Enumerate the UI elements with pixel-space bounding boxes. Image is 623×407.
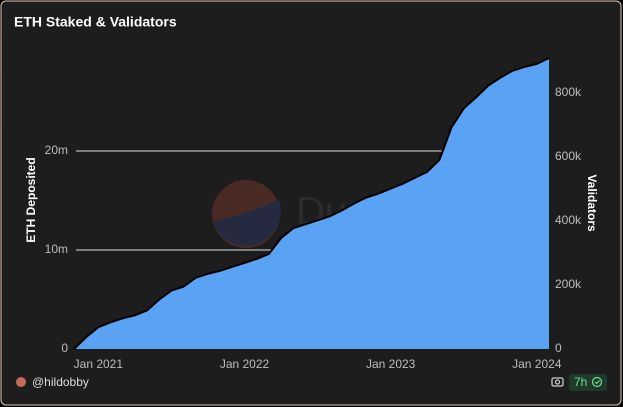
- avatar: [16, 377, 26, 387]
- author[interactable]: @hildobby: [32, 375, 89, 389]
- y2-tick-label: 0: [555, 341, 562, 355]
- x-tick-label: Jan 2023: [366, 357, 416, 371]
- y-tick-label: 20m: [45, 143, 68, 157]
- check-icon: [591, 376, 603, 388]
- y-axis-label: ETH Deposited: [24, 157, 38, 242]
- check-mark: [594, 380, 600, 385]
- area-line: [73, 57, 550, 350]
- chart-title: ETH Staked & Validators: [14, 14, 177, 30]
- camera-icon[interactable]: [551, 377, 564, 387]
- x-tick-label: Jan 2024: [512, 357, 562, 371]
- refresh-text: 7h: [574, 375, 587, 389]
- y2-tick-label: 800k: [555, 85, 582, 99]
- y2-tick-label: 600k: [555, 149, 582, 163]
- y2-tick-label: 200k: [555, 277, 582, 291]
- area: [74, 57, 549, 349]
- x-tick-label: Jan 2021: [74, 357, 124, 371]
- x-tick-label: Jan 2022: [220, 357, 270, 371]
- y2-tick-label: 400k: [555, 213, 582, 227]
- y-tick-label: 10m: [45, 242, 68, 256]
- y2-axis-label: Validators: [585, 174, 599, 232]
- y-tick-label: 0: [61, 341, 68, 355]
- plot: 0 10m 20m 0 200k 400k 600k 800k Jan 2021 Jan 2022…: [45, 57, 582, 371]
